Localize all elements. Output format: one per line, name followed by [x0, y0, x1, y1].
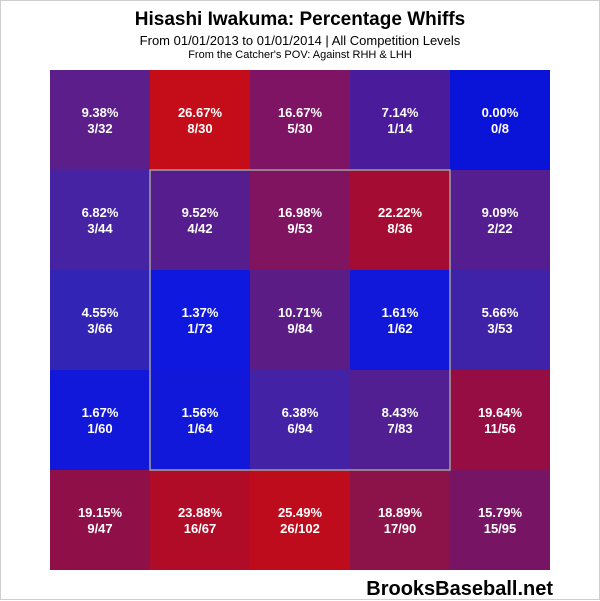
- heat-cell-r0-c0: [50, 70, 150, 170]
- cell-pct-label: 1.61%: [382, 305, 419, 320]
- heat-cell-r0-c1: [150, 70, 250, 170]
- heat-cell-r3-c0: [50, 370, 150, 470]
- cell-pct-label: 26.67%: [178, 105, 223, 120]
- heat-cell-r3-c4: [450, 370, 550, 470]
- cell-count-label: 6/94: [287, 421, 313, 436]
- heat-cell-r1-c2: [250, 170, 350, 270]
- heat-cell-r2-c2: [250, 270, 350, 370]
- heat-cell-r4-c0: [50, 470, 150, 570]
- cell-count-label: 9/53: [287, 221, 312, 236]
- cell-pct-label: 4.55%: [82, 305, 119, 320]
- heat-cell-r1-c3: [350, 170, 450, 270]
- cell-pct-label: 10.71%: [278, 305, 323, 320]
- brand-watermark: BrooksBaseball.net: [366, 578, 553, 600]
- heat-cell-r0-c2: [250, 70, 350, 170]
- cell-count-label: 1/60: [87, 421, 112, 436]
- cell-pct-label: 15.79%: [478, 505, 523, 520]
- heat-cell-r4-c1: [150, 470, 250, 570]
- cell-count-label: 9/84: [287, 321, 313, 336]
- heat-cell-r2-c4: [450, 270, 550, 370]
- cell-pct-label: 19.15%: [78, 505, 123, 520]
- heat-cell-r1-c0: [50, 170, 150, 270]
- heat-cell-r1-c4: [450, 170, 550, 270]
- cell-pct-label: 1.37%: [182, 305, 219, 320]
- cell-pct-label: 18.89%: [378, 505, 423, 520]
- cell-count-label: 15/95: [484, 521, 517, 536]
- cell-pct-label: 0.00%: [482, 105, 519, 120]
- cell-count-label: 8/36: [387, 221, 412, 236]
- cell-count-label: 11/56: [484, 421, 516, 436]
- chart-subtitle: From 01/01/2013 to 01/01/2014 | All Comp…: [139, 33, 461, 48]
- cell-count-label: 1/64: [187, 421, 213, 436]
- cell-count-label: 5/30: [287, 121, 312, 136]
- cell-pct-label: 6.38%: [282, 405, 319, 420]
- cell-count-label: 17/90: [384, 521, 417, 536]
- cell-count-label: 26/102: [280, 521, 320, 536]
- cell-count-label: 7/83: [387, 421, 412, 436]
- cell-count-label: 8/30: [187, 121, 212, 136]
- heat-cell-r4-c4: [450, 470, 550, 570]
- cell-count-label: 3/53: [487, 321, 512, 336]
- cell-pct-label: 16.98%: [278, 205, 323, 220]
- cell-pct-label: 23.88%: [178, 505, 223, 520]
- heat-cell-r3-c1: [150, 370, 250, 470]
- cell-count-label: 9/47: [87, 521, 112, 536]
- heat-cell-r0-c4: [450, 70, 550, 170]
- chart-subtitle-pov: From the Catcher's POV: Against RHH & LH…: [188, 49, 412, 61]
- cell-pct-label: 9.09%: [482, 205, 519, 220]
- cell-count-label: 3/44: [87, 221, 113, 236]
- cell-pct-label: 16.67%: [278, 105, 323, 120]
- cell-pct-label: 9.38%: [82, 105, 119, 120]
- cell-pct-label: 9.52%: [182, 205, 219, 220]
- cell-pct-label: 1.56%: [182, 405, 219, 420]
- cell-pct-label: 7.14%: [382, 105, 419, 120]
- heat-cell-r2-c1: [150, 270, 250, 370]
- heat-cell-r3-c3: [350, 370, 450, 470]
- cell-count-label: 3/32: [87, 121, 112, 136]
- cell-count-label: 2/22: [487, 221, 512, 236]
- cell-pct-label: 25.49%: [278, 505, 323, 520]
- cell-pct-label: 19.64%: [478, 405, 523, 420]
- heat-cell-r4-c3: [350, 470, 450, 570]
- heat-cell-r2-c3: [350, 270, 450, 370]
- cell-pct-label: 5.66%: [482, 305, 519, 320]
- cell-count-label: 0/8: [491, 121, 509, 136]
- cell-pct-label: 22.22%: [378, 205, 423, 220]
- chart-title: Hisashi Iwakuma: Percentage Whiffs: [134, 9, 466, 30]
- cell-pct-label: 6.82%: [82, 205, 119, 220]
- strike-zone-outline: [149, 169, 451, 471]
- cell-count-label: 1/62: [387, 321, 412, 336]
- cell-pct-label: 8.43%: [382, 405, 419, 420]
- heat-cell-r2-c0: [50, 270, 150, 370]
- heat-cell-r1-c1: [150, 170, 250, 270]
- cell-count-label: 1/73: [187, 321, 212, 336]
- heat-cell-r4-c2: [250, 470, 350, 570]
- cell-count-label: 3/66: [87, 321, 112, 336]
- cell-count-label: 4/42: [187, 221, 212, 236]
- heat-cell-r3-c2: [250, 370, 350, 470]
- cell-count-label: 1/14: [387, 121, 413, 136]
- heat-cell-r0-c3: [350, 70, 450, 170]
- cell-count-label: 16/67: [184, 521, 217, 536]
- cell-pct-label: 1.67%: [82, 405, 119, 420]
